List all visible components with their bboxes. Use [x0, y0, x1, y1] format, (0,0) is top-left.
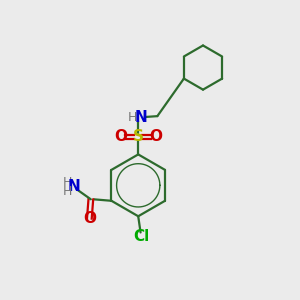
- Text: O: O: [83, 211, 96, 226]
- Text: H: H: [63, 176, 73, 189]
- Text: Cl: Cl: [133, 229, 149, 244]
- Text: N: N: [135, 110, 148, 125]
- Text: S: S: [133, 129, 144, 144]
- Text: N: N: [68, 179, 81, 194]
- Text: H: H: [128, 111, 138, 124]
- Text: O: O: [115, 129, 128, 144]
- Text: H: H: [63, 185, 73, 198]
- Text: O: O: [149, 129, 162, 144]
